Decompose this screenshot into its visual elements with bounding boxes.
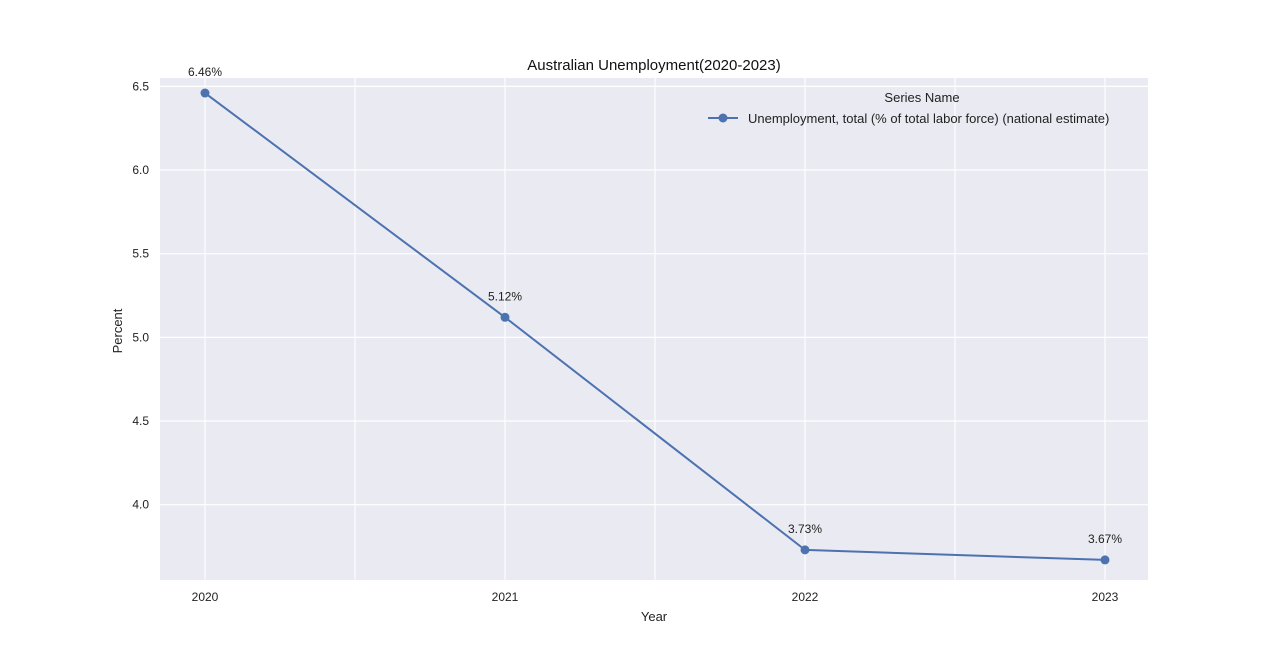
y-tick-label: 4.0 bbox=[132, 498, 149, 512]
x-axis-title: Year bbox=[641, 609, 668, 624]
x-tick-label: 2021 bbox=[492, 590, 519, 604]
plot-area bbox=[160, 78, 1148, 580]
data-label: 5.12% bbox=[488, 289, 522, 303]
series-line bbox=[204, 92, 1106, 561]
y-tick-label: 5.5 bbox=[132, 247, 149, 261]
y-tick-label: 4.5 bbox=[132, 414, 149, 428]
legend-title: Series Name bbox=[884, 90, 959, 105]
y-tick-label: 6.5 bbox=[132, 79, 149, 93]
x-axis-ticks: 2020 2021 2022 2023 bbox=[192, 590, 1119, 604]
data-label: 3.67% bbox=[1088, 532, 1122, 546]
legend-entry: Unemployment, total (% of total labor fo… bbox=[748, 111, 1109, 126]
y-axis-title: Percent bbox=[110, 308, 125, 353]
chart-title: Australian Unemployment(2020-2023) bbox=[527, 57, 780, 74]
data-label: 3.73% bbox=[788, 522, 822, 536]
data-labels: 6.46% 5.12% 3.73% 3.67% bbox=[188, 65, 1122, 546]
data-point bbox=[800, 545, 810, 555]
series-group bbox=[200, 88, 1110, 565]
x-tick-label: 2022 bbox=[792, 590, 819, 604]
data-label: 6.46% bbox=[188, 65, 222, 79]
data-point bbox=[200, 88, 210, 98]
x-tick-label: 2020 bbox=[192, 590, 219, 604]
data-point bbox=[500, 312, 510, 322]
x-tick-label: 2023 bbox=[1092, 590, 1119, 604]
grid bbox=[160, 78, 1148, 580]
data-point bbox=[1100, 555, 1110, 565]
y-axis-ticks: 4.0 4.5 5.0 5.5 6.0 6.5 bbox=[132, 79, 149, 511]
legend: Series Name Unemployment, total (% of to… bbox=[708, 90, 1109, 126]
y-tick-label: 6.0 bbox=[132, 163, 149, 177]
legend-marker-swatch bbox=[718, 113, 728, 123]
y-tick-label: 5.0 bbox=[132, 330, 149, 344]
